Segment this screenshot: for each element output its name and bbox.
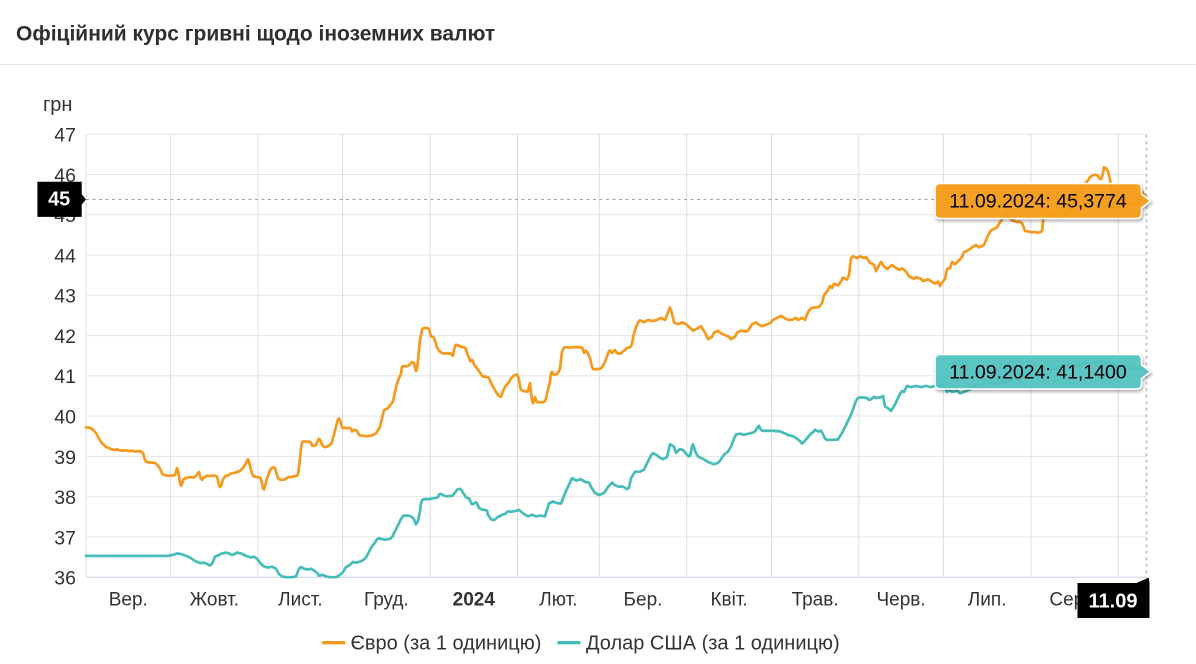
svg-text:45: 45 [48,189,70,211]
svg-text:Жовт.: Жовт. [190,590,239,611]
svg-text:Груд.: Груд. [364,590,409,611]
svg-text:грн: грн [43,94,72,116]
svg-text:Долар США (за 1 одиницю): Долар США (за 1 одиницю) [586,633,840,655]
svg-text:41: 41 [54,366,76,388]
svg-text:Черв.: Черв. [877,590,926,611]
svg-text:11.09.2024: 45,3774: 11.09.2024: 45,3774 [949,191,1127,213]
svg-text:Вер.: Вер. [109,590,148,611]
svg-text:11.09.2024: 41,1400: 11.09.2024: 41,1400 [949,362,1127,384]
svg-text:47: 47 [54,125,76,147]
svg-text:46: 46 [54,165,76,187]
svg-text:Офіційний курс гривні щодо іно: Офіційний курс гривні щодо іноземних вал… [16,23,495,46]
svg-text:Євро (за 1 одиницю): Євро (за 1 одиницю) [351,633,542,655]
svg-text:11.09: 11.09 [1089,591,1138,613]
svg-text:36: 36 [54,568,76,590]
svg-text:Лист.: Лист. [278,590,322,611]
svg-text:40: 40 [54,407,76,429]
svg-text:37: 37 [54,527,76,549]
svg-text:Лип.: Лип. [968,590,1007,611]
svg-text:Бер.: Бер. [624,590,663,611]
svg-text:Лют.: Лют. [539,590,577,611]
svg-text:42: 42 [54,326,76,348]
svg-text:44: 44 [54,245,76,267]
svg-text:43: 43 [54,286,76,308]
svg-text:39: 39 [54,447,76,469]
svg-text:Трав.: Трав. [792,590,839,611]
svg-text:38: 38 [54,487,76,509]
svg-text:2024: 2024 [453,590,496,611]
svg-text:Квіт.: Квіт. [710,590,747,611]
